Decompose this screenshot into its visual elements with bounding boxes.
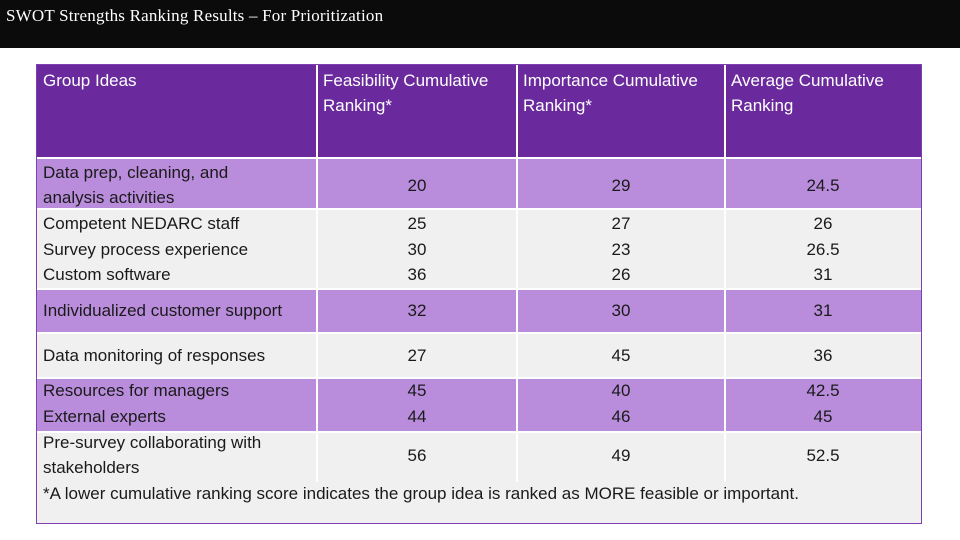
row-band xyxy=(37,159,921,209)
feasibility-value: 30 xyxy=(407,240,427,259)
feasibility-value: 56 xyxy=(407,446,427,465)
group-idea: Competent NEDARC staff xyxy=(43,214,240,233)
ranking-table: Group Ideas Feasibility Cumulative Ranki… xyxy=(36,64,922,524)
header-feasibility: Feasibility Cumulative Ranking* xyxy=(317,65,517,157)
feasibility-value: 45 xyxy=(407,381,427,400)
feasibility-value: 27 xyxy=(407,346,427,365)
group-idea: stakeholders xyxy=(43,458,139,478)
importance-value: 40 xyxy=(611,381,631,400)
group-idea-line1: Pre-survey collaborating with xyxy=(43,433,262,452)
group-idea: Survey process experience xyxy=(43,240,249,259)
importance-value: 29 xyxy=(611,176,631,195)
footnote: *A lower cumulative ranking score indica… xyxy=(43,484,799,503)
average-value: 42.5 xyxy=(806,381,840,400)
average-value: 31 xyxy=(813,265,833,284)
row-band xyxy=(37,333,921,378)
feasibility-value: 32 xyxy=(407,301,427,320)
slide-title: SWOT Strengths Ranking Results – For Pri… xyxy=(6,6,384,25)
group-idea: Resources for managers xyxy=(43,381,230,400)
title-bar: SWOT Strengths Ranking Results – For Pri… xyxy=(0,0,960,48)
group-idea: External experts xyxy=(43,407,166,426)
group-idea: analysis activities xyxy=(43,188,174,208)
row-divider xyxy=(37,157,921,159)
importance-value: 30 xyxy=(611,301,631,320)
column-divider xyxy=(516,65,518,482)
header-importance-line1: Importance Cumulative xyxy=(523,71,698,90)
group-idea: Pre-survey collaborating with xyxy=(43,433,261,453)
feasibility-value: 25 xyxy=(407,214,427,233)
group-idea-line2: analysis activities xyxy=(43,188,175,207)
header-average: Average Cumulative Ranking xyxy=(725,65,921,157)
group-idea: Data monitoring of responses xyxy=(43,346,266,365)
header-group-ideas: Group Ideas xyxy=(37,65,317,157)
header-average-line1: Average Cumulative xyxy=(731,71,884,90)
feasibility-value: 36 xyxy=(407,265,427,284)
header-average-line2: Ranking xyxy=(731,96,794,115)
row-divider xyxy=(37,208,921,210)
header-importance: Importance Cumulative Ranking* xyxy=(517,65,725,157)
row-divider xyxy=(37,431,921,433)
header-feasibility-line1: Feasibility Cumulative xyxy=(323,71,489,90)
feasibility-value: 20 xyxy=(407,176,427,195)
importance-value: 45 xyxy=(611,346,631,365)
average-value: 26.5 xyxy=(806,240,840,259)
average-value: 36 xyxy=(813,346,833,365)
group-idea-line1: Data prep, cleaning, and xyxy=(43,163,229,182)
column-divider xyxy=(316,65,318,482)
header-group-ideas-label: Group Ideas xyxy=(43,71,137,90)
group-idea-line2: stakeholders xyxy=(43,458,140,477)
feasibility-value: 44 xyxy=(407,407,427,426)
importance-value: 23 xyxy=(611,240,631,259)
importance-value: 26 xyxy=(611,265,631,284)
importance-value: 27 xyxy=(611,214,631,233)
row-band xyxy=(37,289,921,333)
group-idea: Individualized customer support xyxy=(43,301,283,320)
row-band xyxy=(37,209,921,289)
group-idea: Data prep, cleaning, and xyxy=(43,163,228,183)
average-value: 45 xyxy=(813,407,833,426)
importance-value: 49 xyxy=(611,446,631,465)
importance-value: 46 xyxy=(611,407,631,426)
average-value: 52.5 xyxy=(806,446,840,465)
row-divider xyxy=(37,288,921,290)
group-idea: Custom software xyxy=(43,265,171,284)
column-divider xyxy=(724,65,726,482)
average-value: 31 xyxy=(813,301,833,320)
header-feasibility-line2: Ranking* xyxy=(323,96,392,115)
row-band xyxy=(37,378,921,432)
header-importance-line2: Ranking* xyxy=(523,96,592,115)
row-divider xyxy=(37,377,921,379)
row-band xyxy=(37,432,921,482)
average-value: 24.5 xyxy=(806,176,840,195)
row-divider xyxy=(37,332,921,334)
average-value: 26 xyxy=(813,214,833,233)
